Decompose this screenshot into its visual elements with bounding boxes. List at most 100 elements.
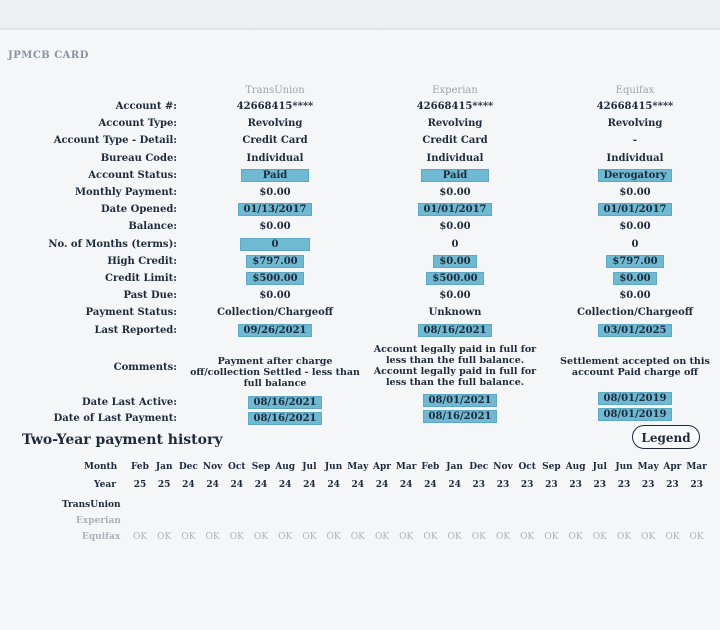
row-value: Credit Card: [422, 135, 488, 147]
row-value: $0.00: [259, 290, 291, 302]
history-status-cell: OK: [616, 532, 632, 542]
row-value: Credit Card: [242, 135, 308, 147]
row-label: Balance:: [128, 221, 177, 233]
history-row-equifax: Equifax: [82, 532, 121, 542]
account-title: JPMCB CARD: [8, 50, 89, 61]
row-value: $500.00: [200, 272, 350, 285]
row-value: $0.00: [619, 187, 651, 198]
row-value: 42668415****: [416, 101, 494, 112]
row-value: Revolving: [427, 118, 483, 130]
history-year: 24: [278, 480, 292, 490]
history-month: Jan: [446, 462, 463, 472]
row-value: 42668415****: [596, 101, 674, 112]
row-label: Account Status:: [88, 169, 177, 181]
bureau-header-equifax: Equifax: [615, 85, 655, 96]
history-status-cell: OK: [641, 532, 656, 542]
row-value: $0.00: [619, 221, 651, 233]
row-value: $0.00: [560, 272, 710, 285]
date-last-payment-transunion: 08/16/2021: [210, 412, 360, 425]
row-label: Last Reported:: [94, 324, 177, 336]
row-value: Collection/Chargeoff: [577, 307, 693, 319]
row-value: $0.00: [259, 221, 291, 233]
history-year: 24: [327, 480, 340, 490]
row-value: Collection/Chargeoff: [217, 307, 333, 319]
row-value: 09/26/2021: [200, 323, 350, 337]
row-label: Account Type:: [98, 118, 177, 130]
history-year: 24: [182, 480, 195, 490]
history-year: 24: [206, 480, 219, 490]
history-year: 23: [569, 480, 582, 490]
row-value: 03/01/2025: [560, 323, 710, 337]
history-year: 23: [496, 480, 510, 490]
history-status-cell: OK: [592, 532, 607, 542]
history-month: Mar: [686, 462, 707, 472]
row-value: 0: [200, 237, 350, 251]
history-year: 24: [230, 480, 244, 490]
history-year: 23: [617, 480, 631, 490]
row-value: $0.00: [439, 187, 471, 198]
date-last-active-transunion: 08/16/2021: [210, 396, 360, 409]
payment-history-title: Two-Year payment history: [22, 432, 223, 448]
history-status-cell: OK: [374, 532, 390, 542]
row-value: 0: [451, 238, 459, 250]
legend-button[interactable]: Legend: [632, 425, 700, 449]
row-value: $0.00: [259, 187, 291, 198]
history-status-cell: OK: [399, 532, 414, 542]
history-status-cell: OK: [181, 532, 196, 542]
comment-transunion: Payment after charge off/collection Sett…: [190, 356, 360, 389]
history-year: 23: [641, 480, 655, 490]
history-status-cell: OK: [132, 532, 148, 542]
row-label: Credit Limit:: [104, 273, 177, 284]
row-label: Date Opened:: [101, 204, 177, 216]
history-status-cell: OK: [350, 532, 365, 542]
history-year: 24: [448, 480, 461, 490]
row-value: $797.00: [560, 254, 710, 268]
history-month: Jun: [615, 462, 633, 472]
history-status-cell: OK: [423, 532, 438, 542]
history-year: 23: [472, 480, 486, 490]
history-status-cell: OK: [326, 532, 341, 542]
history-status-cell: OK: [447, 532, 462, 542]
history-status-cell: OK: [205, 532, 220, 542]
history-status-cell: OK: [689, 532, 704, 542]
comment-experian: Account legally paid in full for less th…: [373, 344, 537, 388]
date-last-active-experian: 08/01/2021: [385, 394, 535, 407]
history-month: Oct: [228, 462, 246, 472]
history-month: Jan: [155, 462, 173, 472]
history-status-cell: OK: [568, 532, 583, 542]
row-label: Account #:: [115, 101, 177, 112]
history-year: 24: [399, 480, 413, 490]
history-status-cell: OK: [278, 532, 293, 542]
history-month: Jul: [302, 462, 317, 472]
date-last-payment-equifax: 08/01/2019: [560, 408, 710, 421]
row-value: 0: [631, 238, 639, 250]
date-last-payment-label: Date of Last Payment:: [53, 413, 177, 424]
row-value: $0.00: [619, 290, 651, 302]
history-month: Nov: [202, 462, 223, 472]
row-label: Monthly Payment:: [74, 187, 177, 198]
history-month: Oct: [518, 462, 536, 472]
history-status-cell: OK: [471, 532, 486, 542]
history-year: 25: [157, 480, 171, 490]
history-month: Feb: [131, 462, 149, 472]
row-label: Account Type - Detail:: [53, 135, 177, 147]
history-status-cell: OK: [495, 532, 511, 542]
history-status-cell: OK: [229, 532, 244, 542]
history-year: 24: [254, 480, 268, 490]
history-year: 23: [545, 480, 558, 490]
date-last-active-equifax: 08/01/2019: [560, 392, 710, 405]
history-year: 24: [375, 480, 389, 490]
history-month: Apr: [372, 462, 392, 472]
date-last-active-label: Date Last Active:: [82, 397, 177, 408]
history-row-experian: Experian: [76, 516, 121, 526]
history-year: 24: [424, 480, 437, 490]
history-month: Sep: [542, 462, 561, 472]
history-month: Dec: [469, 462, 489, 472]
history-month: May: [637, 462, 659, 472]
history-year: 23: [593, 480, 607, 490]
row-label: Payment Status:: [85, 307, 177, 319]
row-value: $0.00: [380, 254, 530, 268]
row-label: No. of Months (terms):: [48, 238, 177, 250]
row-value: Individual: [246, 152, 304, 164]
